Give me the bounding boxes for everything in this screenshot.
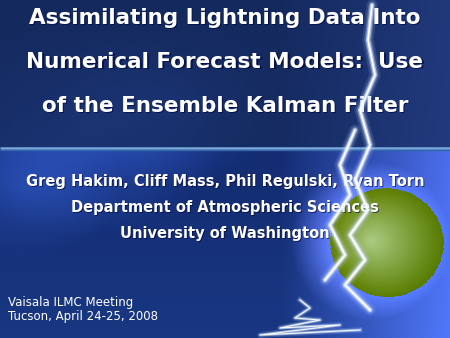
Text: Assimilating Lightning Data Into: Assimilating Lightning Data Into — [29, 8, 421, 28]
Text: of the Ensemble Kalman Filter: of the Ensemble Kalman Filter — [42, 96, 408, 116]
Text: of the Ensemble Kalman Filter: of the Ensemble Kalman Filter — [43, 97, 409, 117]
Text: University of Washington: University of Washington — [121, 227, 331, 242]
Text: Numerical Forecast Models:  Use: Numerical Forecast Models: Use — [27, 53, 424, 73]
Text: Greg Hakim, Cliff Mass, Phil Regulski, Ryan Torn: Greg Hakim, Cliff Mass, Phil Regulski, R… — [26, 174, 424, 189]
Text: Assimilating Lightning Data Into: Assimilating Lightning Data Into — [30, 9, 422, 29]
Text: Tucson, April 24-25, 2008: Tucson, April 24-25, 2008 — [8, 310, 158, 323]
Text: University of Washington: University of Washington — [120, 226, 330, 241]
Text: Department of Atmospheric Sciences: Department of Atmospheric Sciences — [71, 200, 379, 215]
Text: Department of Atmospheric Sciences: Department of Atmospheric Sciences — [72, 201, 380, 216]
Text: Vaisala ILMC Meeting: Vaisala ILMC Meeting — [8, 296, 133, 309]
Text: Numerical Forecast Models:  Use: Numerical Forecast Models: Use — [27, 52, 423, 72]
Text: Greg Hakim, Cliff Mass, Phil Regulski, Ryan Torn: Greg Hakim, Cliff Mass, Phil Regulski, R… — [27, 175, 425, 190]
Bar — [0, 0, 450, 150]
